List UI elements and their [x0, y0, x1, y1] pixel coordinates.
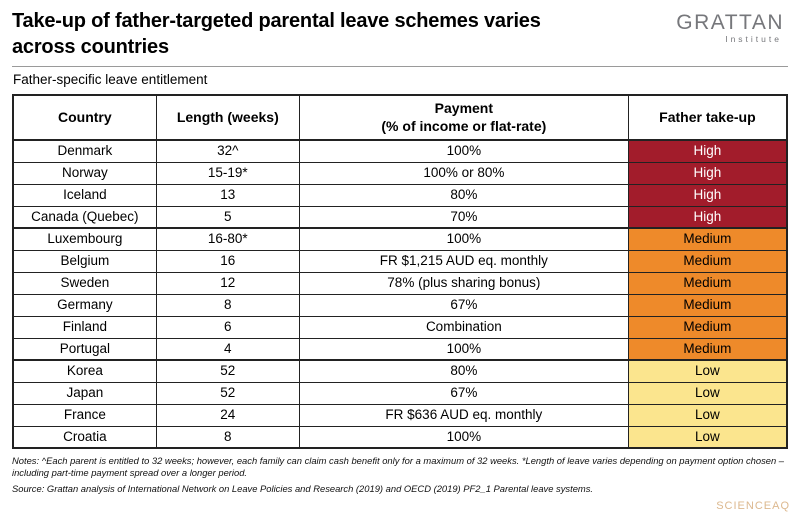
table-row: Belgium 16 FR $1,215 AUD eq. monthly Medium: [12, 249, 788, 273]
table-row: Luxembourg 16-80* 100% Medium: [12, 227, 788, 251]
country-cell: Korea: [12, 359, 157, 383]
table-row: Iceland 13 80% High: [12, 183, 788, 207]
column-header-country: Country: [12, 94, 157, 141]
payment-cell: FR $636 AUD eq. monthly: [298, 403, 629, 427]
page-title: Take-up of father-targeted parental leav…: [12, 8, 541, 60]
takeup-cell: Medium: [627, 227, 788, 251]
table-row: Norway 15-19* 100% or 80% High: [12, 161, 788, 185]
column-header-payment: Payment (% of income or flat-rate): [298, 94, 629, 141]
length-cell: 52: [155, 359, 300, 383]
length-cell: 15-19*: [155, 161, 300, 185]
country-cell: Canada (Quebec): [12, 205, 157, 229]
country-cell: Japan: [12, 381, 157, 405]
country-cell: Denmark: [12, 139, 157, 163]
leave-schemes-table: Country Length (weeks) Payment (% of inc…: [12, 94, 788, 449]
takeup-cell: Medium: [627, 337, 788, 361]
length-cell: 6: [155, 315, 300, 339]
takeup-cell: Medium: [627, 315, 788, 339]
column-header-country-label: Country: [58, 108, 112, 125]
payment-cell: 67%: [298, 381, 629, 405]
table-row: Croatia 8 100% Low: [12, 425, 788, 449]
takeup-cell: Low: [627, 359, 788, 383]
length-cell: 24: [155, 403, 300, 427]
country-cell: Belgium: [12, 249, 157, 273]
length-cell: 5: [155, 205, 300, 229]
length-cell: 8: [155, 293, 300, 317]
payment-cell: 80%: [298, 359, 629, 383]
payment-cell: 70%: [298, 205, 629, 229]
length-cell: 4: [155, 337, 300, 361]
takeup-cell: Medium: [627, 293, 788, 317]
payment-cell: FR $1,215 AUD eq. monthly: [298, 249, 629, 273]
country-cell: Iceland: [12, 183, 157, 207]
takeup-cell: High: [627, 205, 788, 229]
page-title-line1: Take-up of father-targeted parental leav…: [12, 10, 541, 32]
country-cell: Sweden: [12, 271, 157, 295]
header-row: Country Length (weeks) Payment (% of inc…: [12, 94, 788, 141]
payment-cell: 100% or 80%: [298, 161, 629, 185]
takeup-cell: High: [627, 183, 788, 207]
length-cell: 12: [155, 271, 300, 295]
length-cell: 16: [155, 249, 300, 273]
takeup-cell: Low: [627, 425, 788, 449]
column-header-length-label: Length (weeks): [176, 108, 279, 125]
column-header-payment-sublabel: (% of income or flat-rate): [381, 117, 547, 134]
table-row: Japan 52 67% Low: [12, 381, 788, 405]
country-cell: Luxembourg: [12, 227, 157, 251]
takeup-cell: Low: [627, 381, 788, 405]
payment-cell: 67%: [298, 293, 629, 317]
title-divider: [12, 66, 788, 67]
country-cell: Germany: [12, 293, 157, 317]
country-cell: Norway: [12, 161, 157, 185]
country-cell: France: [12, 403, 157, 427]
takeup-cell: Medium: [627, 271, 788, 295]
takeup-cell: Low: [627, 403, 788, 427]
column-header-takeup: Father take-up: [627, 94, 788, 141]
payment-cell: 80%: [298, 183, 629, 207]
country-cell: Portugal: [12, 337, 157, 361]
table-row: Canada (Quebec) 5 70% High: [12, 205, 788, 229]
table-row: Finland 6 Combination Medium: [12, 315, 788, 339]
watermark-text: SCIENCEAQ: [716, 500, 790, 512]
page-title-line2: across countries: [12, 36, 169, 58]
source-text: Source: Grattan analysis of Internationa…: [12, 483, 594, 495]
table-row: France 24 FR $636 AUD eq. monthly Low: [12, 403, 788, 427]
grattan-logo-name: GRATTAN: [676, 11, 784, 34]
table-row: Sweden 12 78% (plus sharing bonus) Medium: [12, 271, 788, 295]
column-header-payment-label: Payment: [434, 100, 494, 116]
table-body: Denmark 32^ 100% High Norway 15-19* 100% or 80…: [12, 139, 788, 449]
payment-cell: Combination: [298, 315, 629, 339]
notes-text: Notes: ^Each parent is entitled to 32 we…: [12, 455, 785, 479]
country-cell: Finland: [12, 315, 157, 339]
takeup-cell: High: [627, 161, 788, 185]
payment-cell: 78% (plus sharing bonus): [298, 271, 629, 295]
length-cell: 52: [155, 381, 300, 405]
takeup-cell: Medium: [627, 249, 788, 273]
length-cell: 13: [155, 183, 300, 207]
length-cell: 16-80*: [155, 227, 300, 251]
grattan-logo: GRATTAN Institute: [676, 8, 788, 44]
grattan-logo-subtitle: Institute: [725, 34, 782, 44]
takeup-cell: High: [627, 139, 788, 163]
country-cell: Croatia: [12, 425, 157, 449]
column-header-takeup-label: Father take-up: [659, 108, 756, 125]
payment-cell: 100%: [298, 227, 629, 251]
length-cell: 32^: [155, 139, 300, 163]
payment-cell: 100%: [298, 337, 629, 361]
table-row: Germany 8 67% Medium: [12, 293, 788, 317]
table-header: Country Length (weeks) Payment (% of inc…: [12, 94, 788, 141]
table-row: Portugal 4 100% Medium: [12, 337, 788, 361]
chart-subtitle: Father-specific leave entitlement: [13, 72, 208, 87]
table-row: Denmark 32^ 100% High: [12, 139, 788, 163]
length-cell: 8: [155, 425, 300, 449]
column-header-length: Length (weeks): [155, 94, 300, 141]
payment-cell: 100%: [298, 139, 629, 163]
table-row: Korea 52 80% Low: [12, 359, 788, 383]
page-header: Take-up of father-targeted parental leav…: [12, 8, 788, 60]
payment-cell: 100%: [298, 425, 629, 449]
